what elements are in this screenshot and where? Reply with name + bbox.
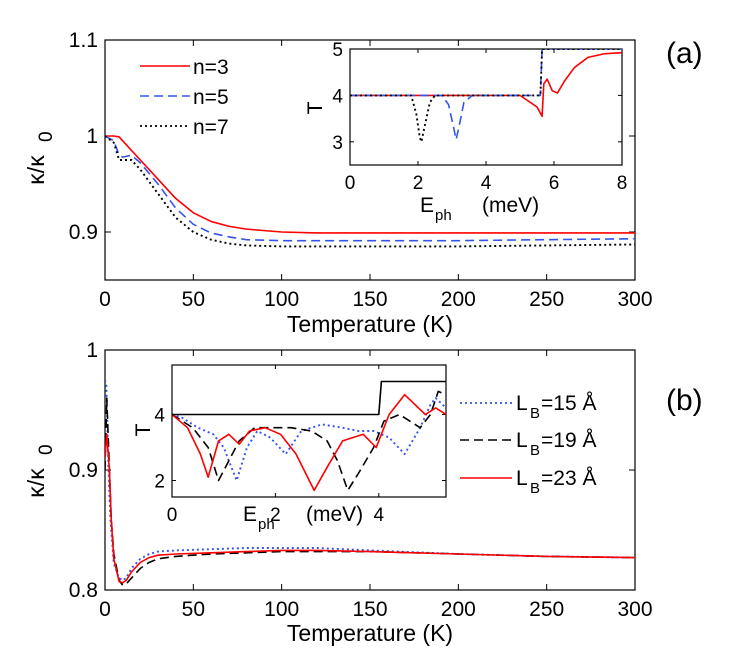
legend-a-n3-label: n=3 (193, 56, 229, 79)
svg-text:L: L (516, 467, 528, 490)
legend-b-19-label: L B =19 Å (516, 429, 596, 459)
svg-text:B: B (530, 480, 540, 497)
inset-a-xtick-label: 2 (413, 173, 424, 194)
inset-b-xtick-label: 0 (167, 505, 178, 526)
inset-b-series-3-line (172, 380, 446, 416)
svg-text:=23 Å: =23 Å (541, 467, 596, 490)
inset-a-series-2-line (350, 49, 622, 143)
legend-b-15-label: L B =15 Å (516, 392, 596, 422)
inset-a-xtick-label: 6 (549, 173, 560, 194)
panel-a-xtick-label: 100 (264, 288, 299, 311)
inset-a-series-1-line (350, 49, 622, 141)
svg-text:ph: ph (435, 207, 452, 224)
inset-b-xtick-label: 2 (270, 505, 281, 526)
svg-text:E: E (243, 503, 257, 526)
svg-text:B: B (530, 442, 540, 459)
inset-b-ytick-label: 2 (154, 472, 165, 493)
svg-text:κ/κ: κ/κ (23, 155, 49, 185)
inset-b-xtick-label: 4 (374, 505, 385, 526)
inset-b-xlabel: E ph (meV) (243, 503, 363, 533)
panel-a-ylabel: κ/κ 0 (23, 131, 57, 184)
inset-b-ylabel: T (132, 423, 155, 436)
panel-b-series-0-line (105, 379, 635, 582)
panel-a-ytick-label: 1.1 (69, 29, 98, 52)
panel-b-ytick-label: 0.9 (69, 459, 98, 482)
panel-a-series-1-line (105, 135, 635, 242)
svg-text:κ/κ: κ/κ (23, 468, 49, 498)
panel-b-label: (b) (666, 384, 703, 417)
panel-a-xtick-label: 150 (352, 288, 387, 311)
panel-a-series-0-line (105, 135, 635, 234)
panel-a-legend: n=3 n=5 n=7 (140, 56, 229, 139)
inset-a-ytick-label: 4 (332, 86, 343, 107)
inset-a-xtick-label: 0 (345, 173, 356, 194)
svg-text:=15 Å: =15 Å (541, 392, 596, 415)
svg-text:0: 0 (36, 444, 57, 455)
svg-text:B: B (530, 405, 540, 422)
inset-a-xtick-label: 4 (481, 173, 492, 194)
svg-text:(meV): (meV) (482, 194, 539, 217)
panel-a-label: (a) (666, 37, 703, 70)
panel-b-xtick-label: 250 (529, 598, 564, 621)
panel-a-xtick-label: 0 (99, 288, 111, 311)
panel-a-xtick-label: 250 (529, 288, 564, 311)
panel-b-xtick-label: 50 (182, 598, 205, 621)
inset-b-series-2-line (172, 393, 446, 492)
panel-b-ytick-label: 1 (86, 339, 98, 362)
panel-b-xlabel: Temperature (K) (287, 620, 453, 646)
inset-a-ytick-label: 3 (332, 133, 343, 154)
inset-a-frame (349, 48, 623, 166)
panel-b: 0 50 100 150 200 250 300 0.80.91 (b) κ/κ 0 Tem… (23, 339, 703, 646)
panel-b-legend: L B =15 Å L B =19 Å L B =23 Å (460, 392, 596, 497)
legend-a-n5-label: n=5 (193, 86, 229, 109)
panel-b-ytick-label: 0.8 (69, 579, 98, 602)
svg-text:L: L (516, 392, 528, 415)
panel-b-xtick-label: 200 (441, 598, 476, 621)
panel-a-xtick-label: 50 (182, 288, 205, 311)
legend-a-n7-label: n=7 (193, 116, 229, 139)
panel-b-xtick-label: 300 (617, 598, 652, 621)
inset-a-ytick-label: 5 (332, 40, 343, 61)
panel-b-xtick-label: 0 (99, 598, 111, 621)
panel-b-ylabel: κ/κ 0 (23, 444, 57, 497)
svg-text:(meV): (meV) (306, 503, 363, 526)
legend-b-23-label: L B =23 Å (516, 467, 596, 497)
svg-text:=19 Å: =19 Å (541, 429, 596, 452)
panel-b-xtick-label: 150 (352, 598, 387, 621)
panel-b-xtick-label: 100 (264, 598, 299, 621)
panel-b-series-2-line (105, 433, 635, 584)
svg-text:0: 0 (36, 131, 57, 142)
panel-a-xlabel: Temperature (K) (287, 311, 453, 337)
svg-text:L: L (516, 429, 528, 452)
inset-a-ylabel: T (304, 101, 327, 114)
inset-a-series-0-line (350, 51, 622, 118)
svg-text:ph: ph (258, 516, 275, 533)
inset-b-ytick-label: 4 (154, 406, 165, 427)
panel-a-ytick-label: 1 (86, 125, 98, 148)
inset-b-series-1-line (172, 390, 446, 492)
panel-a-xtick-label: 300 (617, 288, 652, 311)
panel-a-series-2-line (105, 135, 635, 248)
inset-a-xtick-label: 8 (617, 173, 628, 194)
panel-a-ytick-label: 0.9 (69, 221, 98, 244)
inset-b-series-0-line (172, 397, 446, 482)
svg-text:E: E (420, 194, 434, 217)
panel-a: 0 50 100 150 200 250 300 0.911.1 (a) κ/κ 0 Tem… (23, 29, 703, 337)
panel-a-inset: 0 2 4 6 8 3 4 5 T E ph (meV) (304, 40, 627, 224)
panel-a-xtick-label: 200 (441, 288, 476, 311)
inset-a-xlabel: E ph (meV) (420, 194, 539, 224)
